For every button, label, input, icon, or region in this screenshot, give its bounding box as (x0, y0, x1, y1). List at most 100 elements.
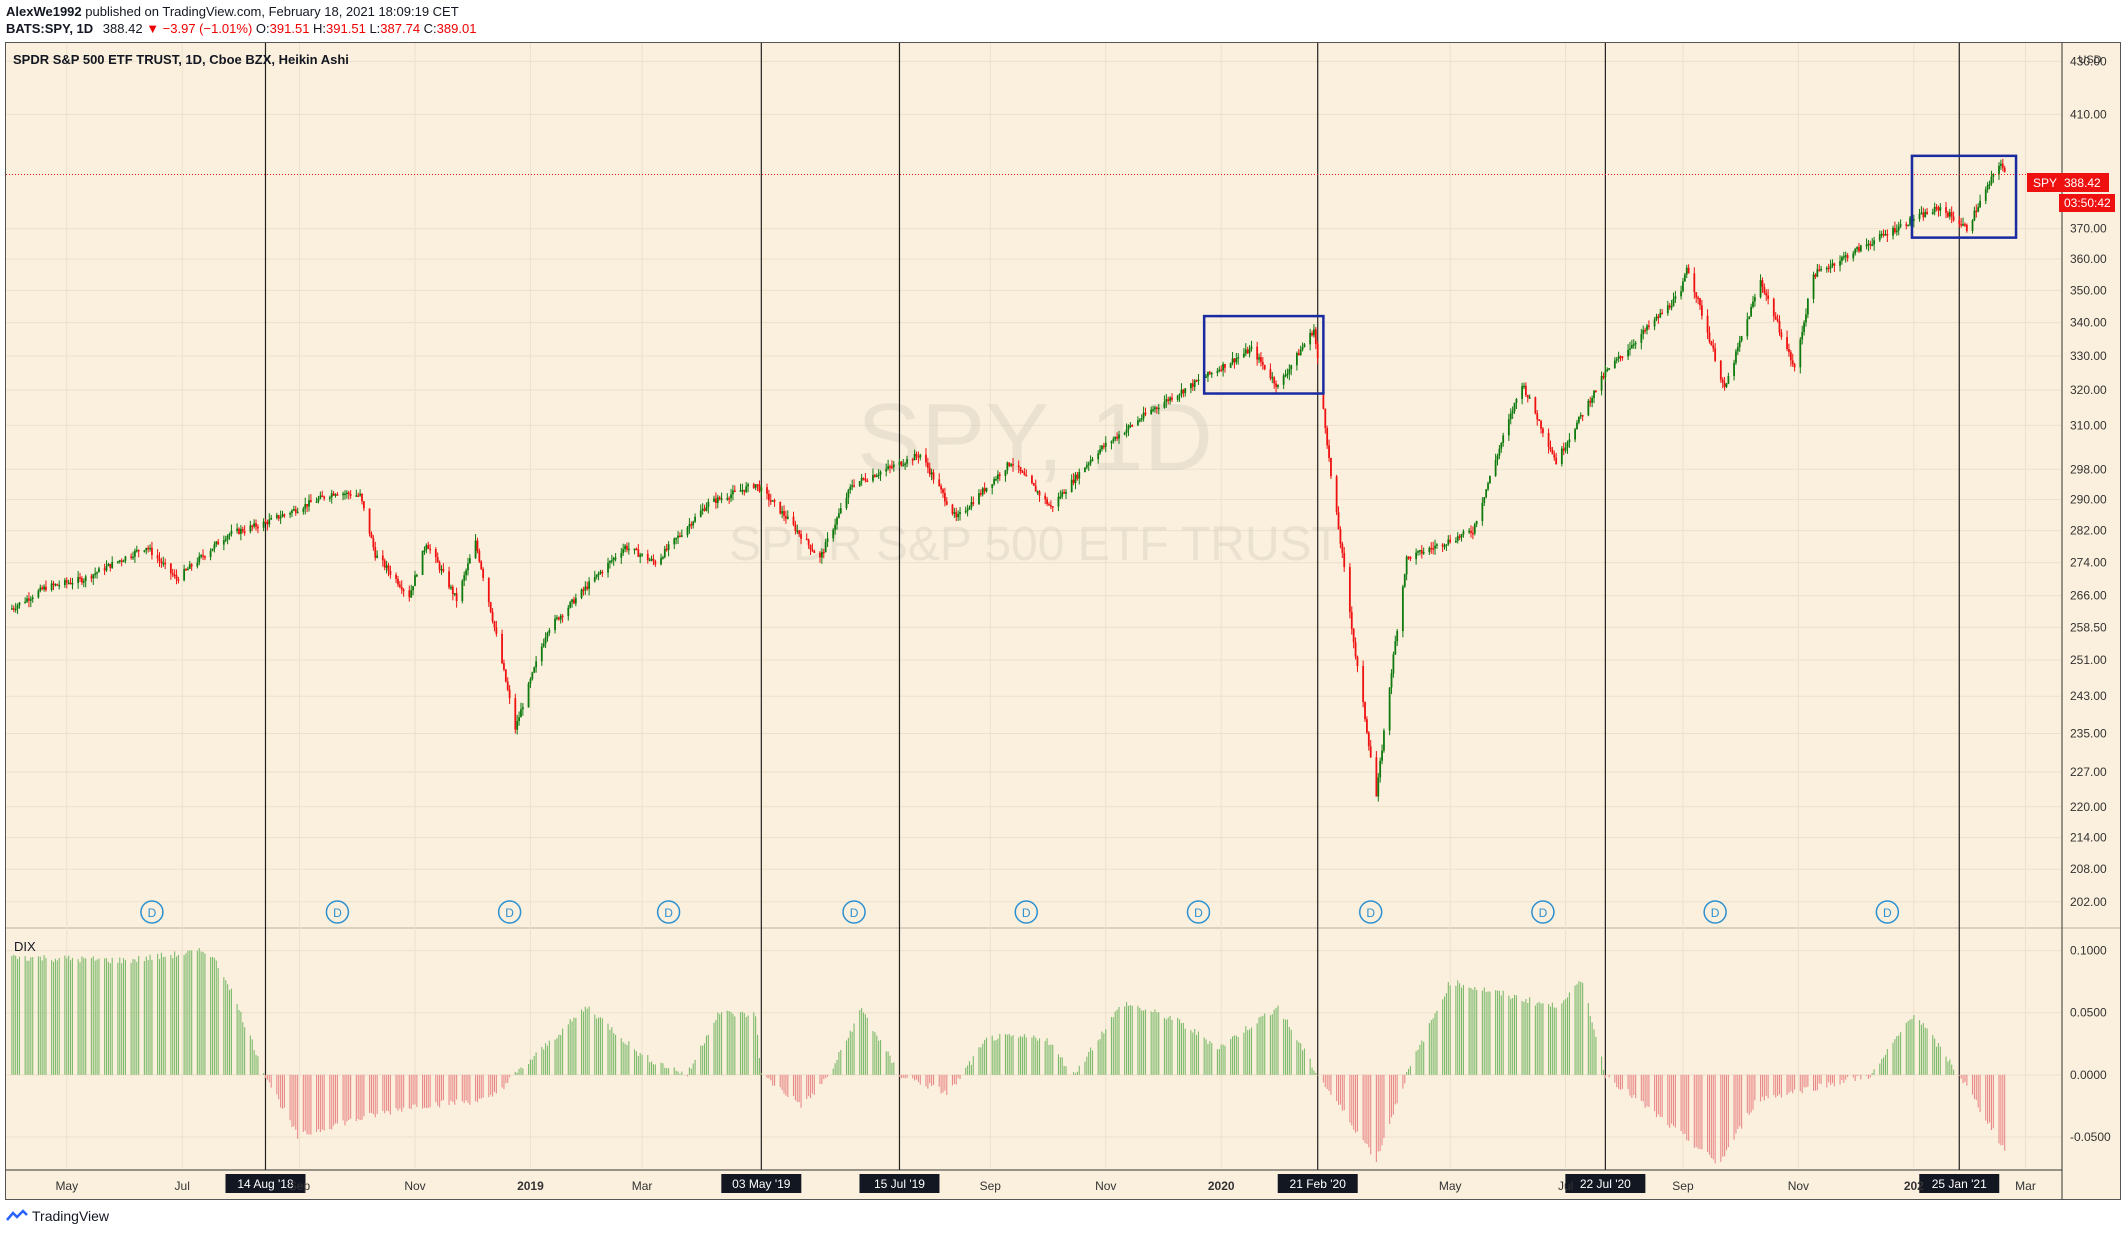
candle-body (1409, 556, 1412, 560)
candle-body (1112, 439, 1115, 442)
candle-body (1568, 439, 1571, 443)
candle-body (1912, 219, 1915, 221)
candle-body (357, 495, 360, 497)
candle-body (1841, 257, 1843, 261)
candle-body (1767, 295, 1770, 299)
candle-body (1258, 357, 1260, 360)
candle-body (323, 496, 326, 499)
candle-body (438, 562, 441, 570)
candle-body (1907, 224, 1910, 227)
candle-body (202, 555, 204, 557)
candle-body (811, 549, 814, 552)
dividend-marker[interactable]: D (325, 900, 350, 924)
candle-body (1513, 402, 1516, 412)
candle-body (1063, 492, 1066, 494)
candle-body (1507, 419, 1510, 436)
candle-body (98, 568, 100, 573)
symbol-label: BATS:SPY, 1D (6, 21, 94, 36)
candle-body (981, 488, 984, 495)
time-tick-label: Nov (404, 1179, 425, 1193)
candle-body (319, 495, 322, 499)
candle-body (1772, 298, 1775, 317)
candle-body (1233, 358, 1236, 363)
candle-body (739, 490, 742, 492)
candle-body (1352, 628, 1355, 643)
dividend-marker[interactable]: D (1358, 900, 1383, 924)
candle-body (1377, 777, 1380, 797)
candle-body (1237, 356, 1240, 359)
candle-body (959, 511, 961, 515)
candle-body (646, 553, 649, 561)
candle-body (162, 562, 165, 565)
candle-body (1282, 375, 1285, 385)
candle-body (1500, 442, 1503, 449)
candle-body (1180, 389, 1183, 395)
price-tick-label: 258.50 (2070, 620, 2107, 634)
candle-body (1604, 370, 1607, 378)
candle-body (1576, 422, 1578, 430)
candle-body (362, 501, 365, 509)
candle-body (1392, 654, 1395, 674)
chart-frame[interactable] (5, 42, 2121, 1200)
candle-body (1269, 369, 1272, 378)
candle-body (1642, 329, 1645, 335)
dividend-marker[interactable]: D (656, 900, 681, 924)
candle-body (872, 474, 874, 481)
candle-body (898, 461, 901, 465)
candle-body (111, 561, 114, 568)
candle-body (1401, 586, 1404, 632)
candle-body (1263, 364, 1266, 370)
dividend-marker[interactable]: D (1014, 900, 1039, 924)
candle-body (132, 556, 134, 559)
candle-body (1979, 200, 1981, 208)
candle-body (482, 569, 485, 578)
candle-body (1101, 445, 1103, 450)
candle-body (906, 459, 908, 464)
candle-body (794, 524, 797, 531)
dividend-marker[interactable]: D (497, 900, 522, 924)
candle-body (624, 545, 626, 550)
candle-body (557, 617, 560, 620)
candle-body (1072, 479, 1075, 483)
price-tick-label: 310.00 (2070, 418, 2107, 432)
candle-body (853, 485, 855, 487)
dividend-marker[interactable]: D (842, 900, 866, 924)
candle-body (1521, 386, 1524, 399)
candle-body (838, 513, 840, 518)
candle-body (1670, 306, 1673, 308)
dividend-marker[interactable]: D (1531, 900, 1555, 924)
candle-body (118, 560, 121, 562)
author-name[interactable]: AlexWe1992 (6, 4, 82, 19)
vertical-marker-date-label: 14 Aug '18 (237, 1177, 294, 1191)
candle-body (1814, 274, 1817, 277)
candle-body (504, 669, 507, 682)
candle-body (1992, 174, 1995, 177)
candle-body (1118, 434, 1120, 439)
candle-body (1057, 496, 1060, 507)
candle-body (1776, 319, 1779, 322)
candle-body (1579, 415, 1582, 417)
candle-body (836, 517, 838, 525)
vertical-marker-date-label: 25 Jan '21 (1932, 1177, 1987, 1191)
candle-body (1288, 369, 1291, 374)
candle-body (1471, 532, 1474, 535)
candle-body (972, 502, 975, 505)
candle-body (1498, 448, 1501, 456)
candle-body (1727, 376, 1730, 384)
candle-body (1886, 234, 1889, 236)
candle-body (635, 548, 638, 551)
candle-body (1244, 349, 1247, 354)
footer-brand[interactable]: TradingView (6, 1208, 109, 1224)
dividend-marker[interactable]: D (1186, 900, 1211, 924)
dividend-marker[interactable]: D (1875, 900, 1900, 924)
candle-body (726, 498, 729, 500)
candle-body (1012, 464, 1014, 466)
candle-body (1388, 687, 1391, 731)
candle-body (143, 550, 146, 552)
candle-body (440, 569, 443, 571)
dividend-marker[interactable]: D (1703, 900, 1727, 924)
dividend-marker[interactable]: D (140, 900, 164, 924)
candle-body (1301, 347, 1304, 350)
candle-body (542, 643, 545, 647)
